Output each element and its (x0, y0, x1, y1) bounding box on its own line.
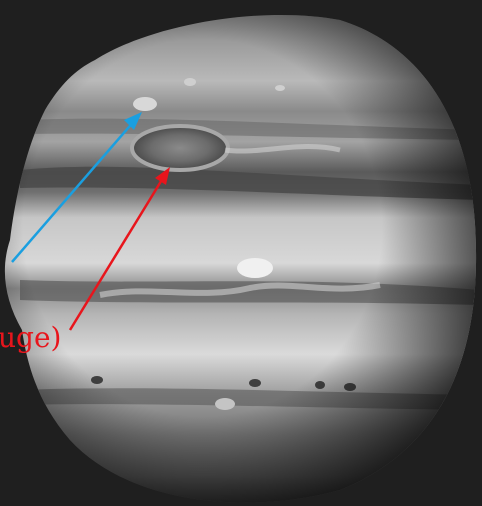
red-arrow (68, 167, 170, 331)
blue-arrow (11, 112, 142, 263)
annotation-label: uge) (0, 321, 62, 354)
